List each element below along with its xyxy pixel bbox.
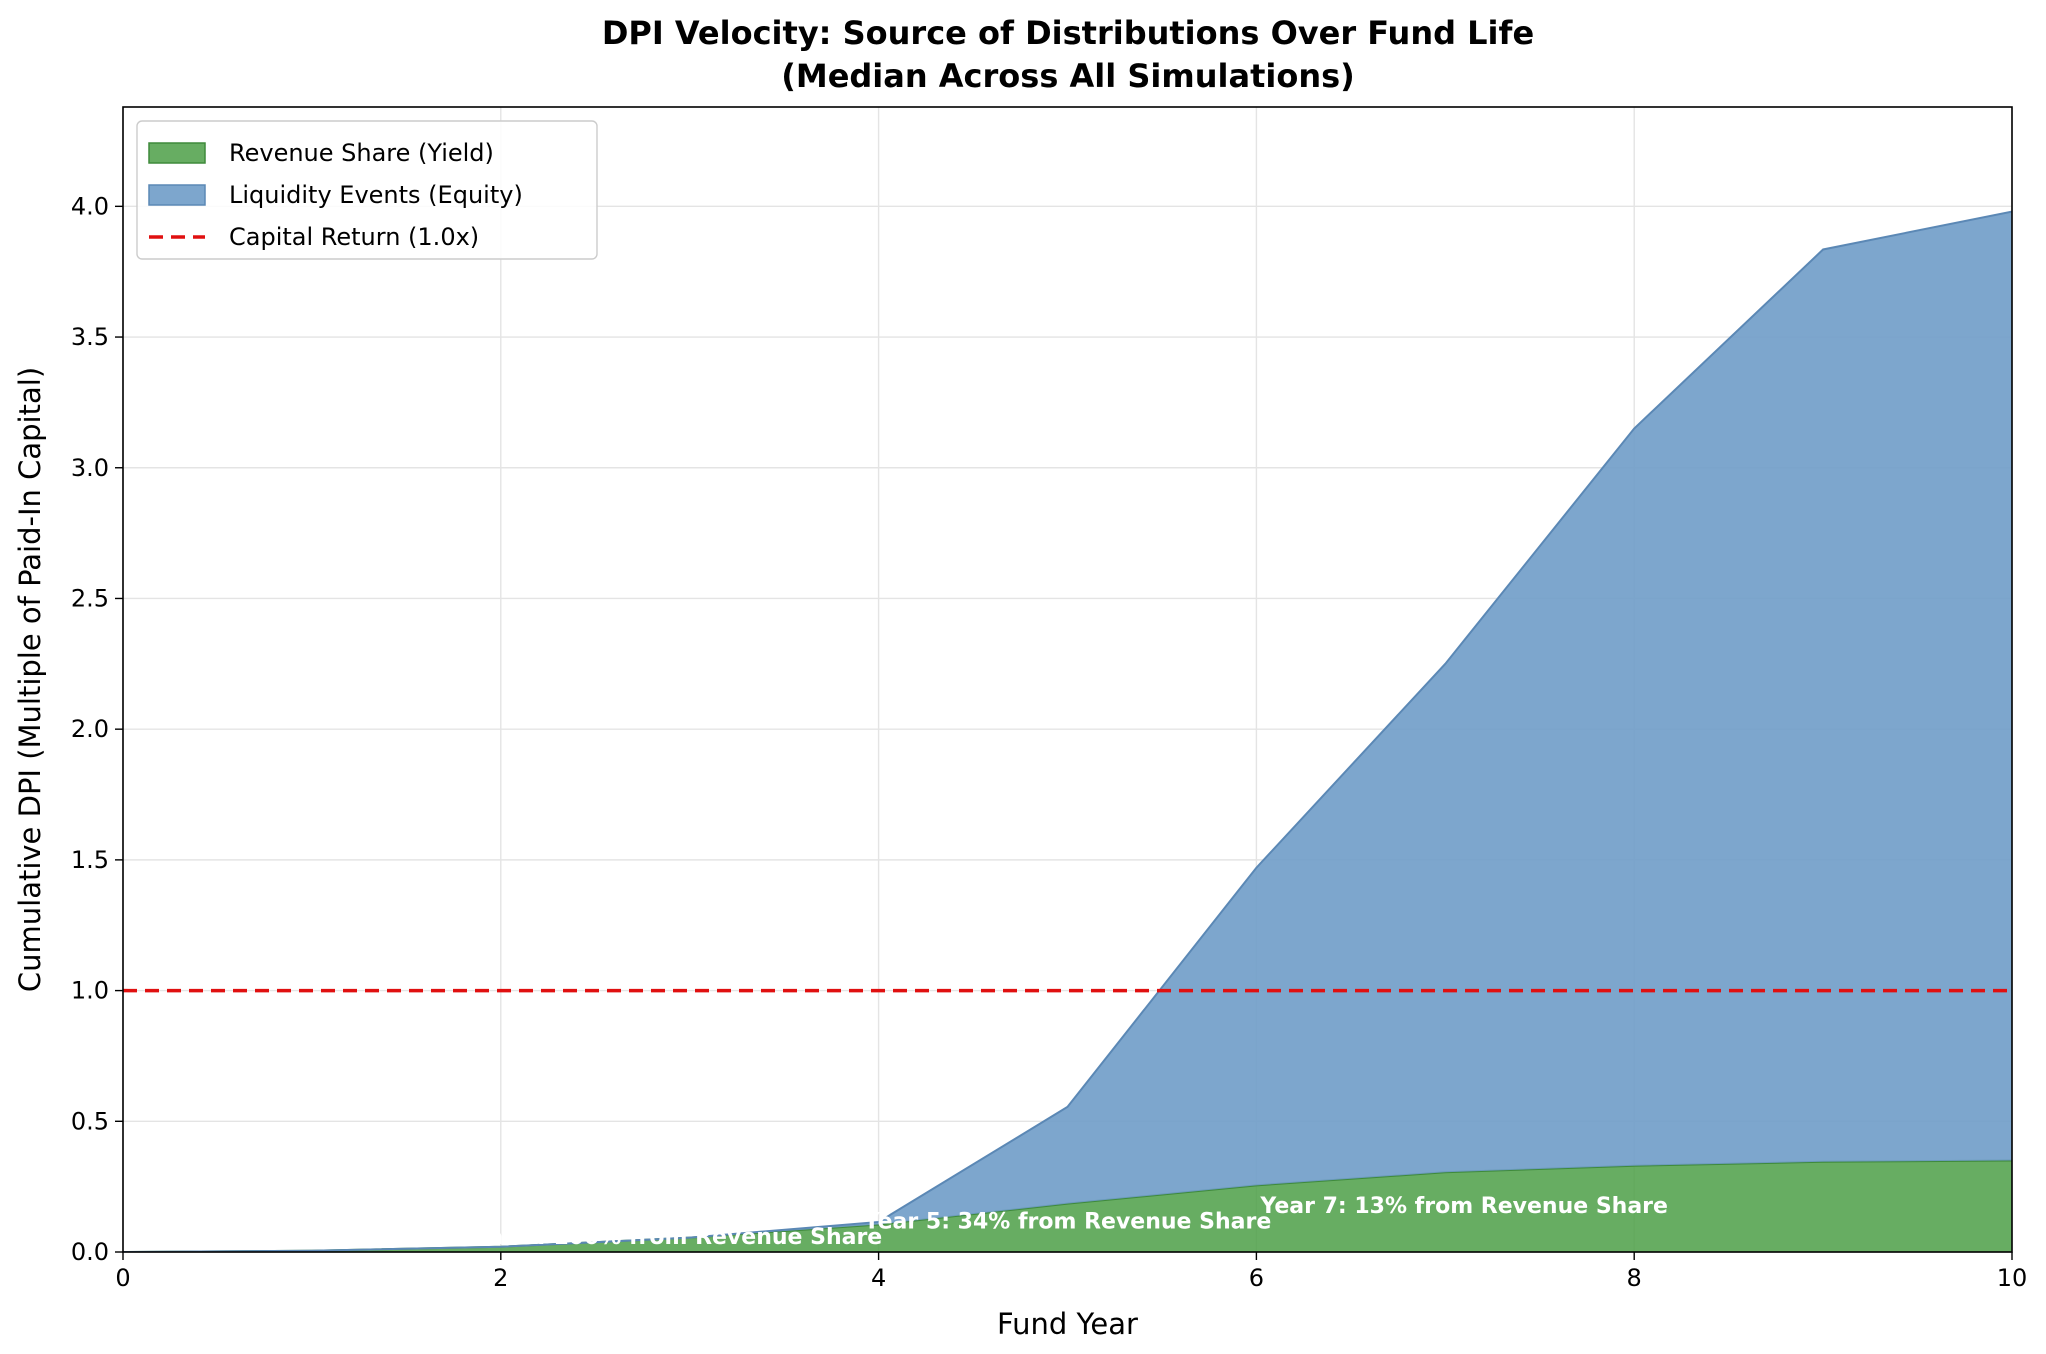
- y-tick-label: 1.0: [71, 977, 109, 1005]
- area-layer: [123, 210, 2012, 1252]
- legend-label-2: Liquidity Events (Equity): [229, 181, 523, 209]
- y-tick-label: 2.5: [71, 584, 109, 612]
- area-series-1: [123, 1160, 2012, 1252]
- x-tick-label: 8: [1627, 1264, 1642, 1292]
- x-tick-label: 6: [1249, 1264, 1264, 1292]
- chart-subtitle: (Median Across All Simulations): [781, 57, 1355, 95]
- y-tick-label: 3.0: [71, 454, 109, 482]
- x-axis-label: Fund Year: [997, 1307, 1138, 1341]
- legend-label-1: Revenue Share (Yield): [229, 139, 494, 167]
- area-series-2: [123, 211, 2012, 1252]
- plot-frame: [122, 106, 2013, 1253]
- y-tick-label: 3.5: [71, 323, 109, 351]
- legend: Revenue Share (Yield) Liquidity Events (E…: [136, 120, 598, 260]
- y-tick-label: 1.5: [71, 846, 109, 874]
- annotation-2: Year 5: 34% from Revenue Share: [863, 1209, 1272, 1234]
- annotation-1: Year 3: 100% from Revenue Share: [458, 1225, 882, 1250]
- legend-label-3: Capital Return (1.0x): [229, 223, 479, 251]
- legend-swatch-2: [148, 184, 206, 206]
- y-tick-label: 0.5: [71, 1107, 109, 1135]
- area-edge-2: [123, 210, 2012, 1252]
- y-axis-label: Cumulative DPI (Multiple of Paid-In Capi…: [13, 367, 47, 992]
- chart-title: DPI Velocity: Source of Distributions Ov…: [602, 14, 1534, 52]
- x-tick-label: 4: [871, 1264, 886, 1292]
- y-tick-label: 2.0: [71, 715, 109, 743]
- x-tick-label: 2: [493, 1264, 508, 1292]
- legend-swatch-1: [148, 142, 206, 164]
- y-tick-label: 0.0: [71, 1238, 109, 1266]
- y-tick-label: 4.0: [71, 192, 109, 220]
- legend-box: [136, 120, 598, 260]
- x-tick-label: 0: [115, 1264, 130, 1292]
- annotation-3: Year 7: 13% from Revenue Share: [1259, 1194, 1668, 1219]
- x-tick-label: 10: [1997, 1264, 2028, 1292]
- ticks: 0 2 4 6 8 10 0.0 0.5 1.0 1.5 2.0 2.5 3.0 3.5 4.0: [71, 192, 2027, 1292]
